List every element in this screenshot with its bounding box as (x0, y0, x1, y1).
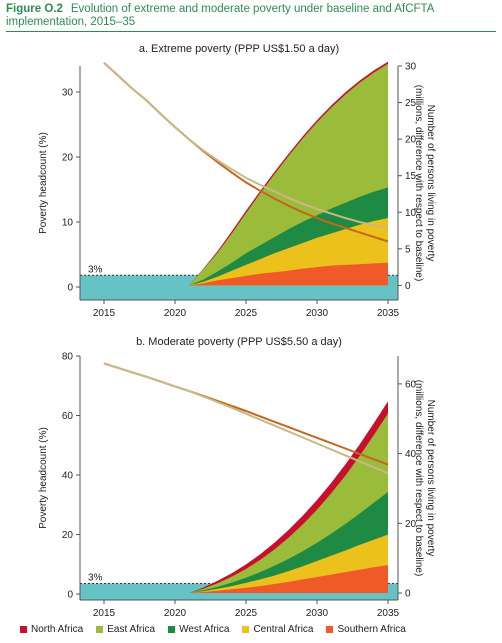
legend-label: Southern Africa (337, 624, 406, 635)
left-axis-label: Poverty headcount (%) (38, 132, 49, 234)
x-tick-label: 2025 (235, 608, 258, 619)
legend-label: East Africa (107, 624, 156, 635)
left-axis-label: Poverty headcount (%) (38, 427, 49, 529)
panel-title: b. Moderate poverty (PPP US$5.50 a day) (136, 336, 342, 348)
legend-swatch (20, 626, 27, 633)
left-tick-label: 60 (62, 411, 74, 422)
x-tick-label: 2025 (235, 308, 258, 319)
legend-swatch (242, 626, 250, 633)
legend: North Africa East Africa West Africa Centra… (20, 624, 490, 635)
x-tick-label: 2015 (93, 308, 116, 319)
x-tick-label: 2035 (377, 308, 400, 319)
x-tick-label: 2020 (164, 308, 187, 319)
x-tick-label: 2030 (306, 608, 329, 619)
right-tick-label: 5 (405, 244, 411, 255)
legend-swatch (168, 626, 176, 633)
figure-title: Figure O.2 Evolution of extreme and moder… (6, 3, 496, 29)
threshold-label: 3% (88, 573, 103, 584)
area-southern-africa (104, 262, 388, 286)
legend-item: East Africa (96, 624, 155, 635)
panel-title: a. Extreme poverty (PPP US$1.50 a day) (139, 43, 339, 55)
legend-swatch (96, 626, 104, 633)
title-rule (6, 31, 496, 32)
left-tick-label: 30 (62, 88, 74, 99)
chart-canvas: a. Extreme poverty (PPP US$1.50 a day) 3%… (38, 43, 436, 619)
x-tick-label: 2030 (306, 308, 329, 319)
chart-panel-b: b. Moderate poverty (PPP US$5.50 a day) 3… (38, 336, 436, 619)
baseline-line (103, 62, 389, 230)
right-axis-label: Number of persons living in poverty(mill… (413, 380, 436, 577)
right-tick-label: 20 (405, 135, 417, 146)
legend-item: Southern Africa (326, 624, 406, 635)
right-tick-label: 15 (405, 171, 417, 182)
x-tick-label: 2020 (164, 608, 187, 619)
right-tick-label: 60 (405, 379, 417, 390)
left-tick-label: 80 (62, 352, 74, 363)
figure-title-text: Evolution of extreme and moderate povert… (6, 3, 434, 28)
x-tick-label: 2015 (93, 608, 116, 619)
left-tick-label: 40 (62, 471, 74, 482)
x-tick-label: 2035 (377, 608, 400, 619)
chart-panel-a: a. Extreme poverty (PPP US$1.50 a day) 3%… (38, 43, 436, 319)
area-southern-africa (104, 565, 388, 593)
left-tick-label: 10 (62, 218, 74, 229)
legend-item: Central Africa (242, 624, 313, 635)
right-tick-label: 10 (405, 208, 417, 219)
figure-number: Figure O.2 (6, 3, 63, 15)
left-tick-label: 0 (67, 283, 73, 294)
legend-swatch (326, 626, 334, 633)
left-tick-label: 20 (62, 153, 74, 164)
legend-label: West Africa (179, 624, 230, 635)
right-axis-label: Number of persons living in poverty(mill… (413, 85, 436, 282)
baseline-line (103, 362, 389, 475)
threshold-label: 3% (88, 264, 103, 275)
legend-item: West Africa (168, 624, 229, 635)
right-tick-label: 0 (405, 589, 411, 600)
legend-item: North Africa (20, 624, 83, 635)
right-tick-label: 20 (405, 519, 417, 530)
right-tick-label: 30 (405, 62, 417, 73)
right-tick-label: 40 (405, 449, 417, 460)
left-tick-label: 20 (62, 530, 74, 541)
right-tick-label: 0 (405, 281, 411, 292)
left-tick-label: 0 (67, 590, 73, 601)
legend-label: Central Africa (253, 624, 314, 635)
right-tick-label: 25 (405, 98, 417, 109)
legend-label: North Africa (31, 624, 84, 635)
